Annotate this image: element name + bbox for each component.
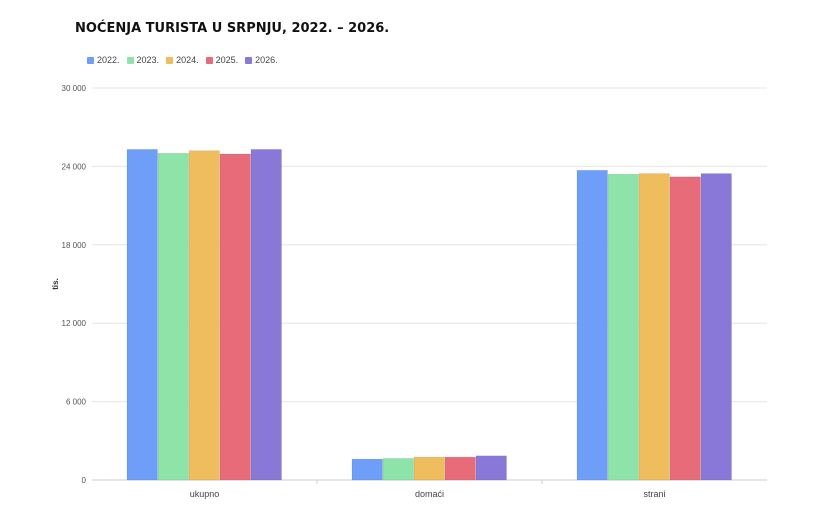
legend-label: 2025. [215,55,239,65]
chart-legend: 2022. 2023. 2024. 2025. 2026. [87,55,278,65]
bar-strani-2026[interactable] [700,173,732,481]
legend-item-3[interactable]: 2025. [205,55,239,65]
bar-ukupno-2024[interactable] [188,150,220,481]
x-category-label: ukupno [190,489,220,499]
bar-strani-2022[interactable] [576,170,608,481]
bar-domaći-2025[interactable] [444,456,476,481]
legend-label: 2022. [97,55,120,65]
bar-domaći-2026[interactable] [475,455,507,481]
bar-ukupno-2026[interactable] [250,149,282,481]
bar-domaći-2024[interactable] [413,456,445,481]
legend-swatch [166,56,174,64]
bar-strani-2025[interactable] [669,176,701,481]
bar-domaći-2022[interactable] [351,458,383,481]
legend-label: 2026. [255,55,278,65]
y-tick-label: 6 000 [66,398,87,407]
legend-label: 2023. [136,55,160,65]
bar-ukupno-2023[interactable] [157,153,189,481]
bar-domaći-2023[interactable] [382,458,414,481]
legend-swatch [126,56,134,64]
y-axis-label: tis. [51,278,60,290]
legend-swatch [87,56,94,64]
legend-label: 2024. [176,55,199,65]
bar-strani-2023[interactable] [607,173,639,481]
y-tick-label: 30 000 [62,84,87,93]
legend-swatch [245,56,253,64]
y-tick-label: 24 000 [62,162,87,171]
legend-item-2[interactable]: 2024. [166,55,199,65]
legend-item-1[interactable]: 2023. [126,55,160,65]
x-category-label: strani [643,489,665,499]
y-tick-label: 12 000 [62,319,87,328]
bar-ukupno-2025[interactable] [219,153,251,481]
legend-swatch [205,56,213,64]
legend-item-0[interactable]: 2022. [87,55,120,65]
y-tick-label: 18 000 [62,241,87,250]
y-tick-label: 0 [82,476,87,485]
bar-strani-2024[interactable] [638,173,670,481]
legend-item-4[interactable]: 2026. [245,55,278,65]
x-category-label: domaći [415,489,444,499]
chart-title: NOĆENJA TURISTA U SRPNJU, 2022. – 2026. [75,21,390,36]
bar-ukupno-2022[interactable] [126,149,158,481]
